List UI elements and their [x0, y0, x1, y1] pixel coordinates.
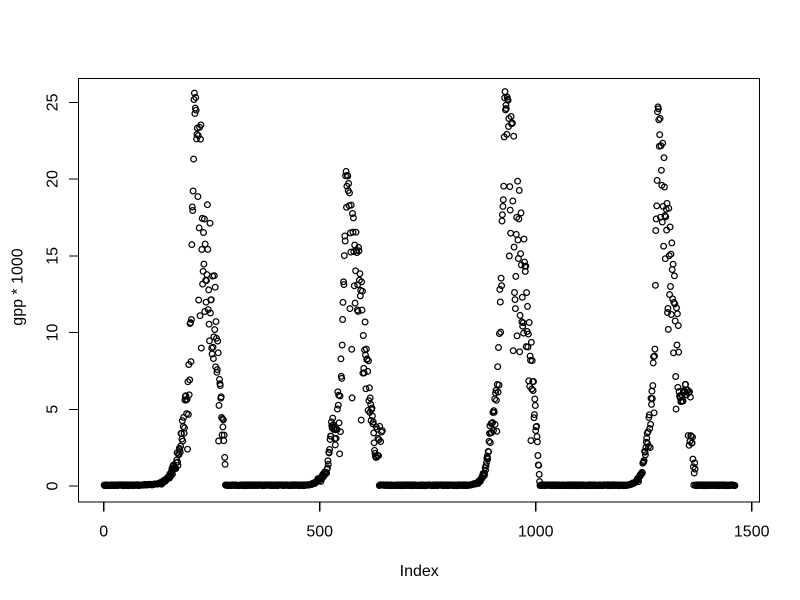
svg-text:10: 10 [45, 324, 62, 342]
svg-text:1000: 1000 [518, 524, 554, 541]
svg-text:Index: Index [400, 563, 439, 580]
svg-text:15: 15 [45, 247, 62, 265]
svg-text:0: 0 [99, 524, 108, 541]
svg-text:gpp * 1000: gpp * 1000 [10, 248, 27, 326]
svg-text:25: 25 [45, 93, 62, 111]
svg-text:0: 0 [45, 481, 62, 490]
svg-text:20: 20 [45, 170, 62, 188]
svg-text:1500: 1500 [734, 524, 770, 541]
svg-text:500: 500 [306, 524, 333, 541]
svg-text:5: 5 [45, 405, 62, 414]
